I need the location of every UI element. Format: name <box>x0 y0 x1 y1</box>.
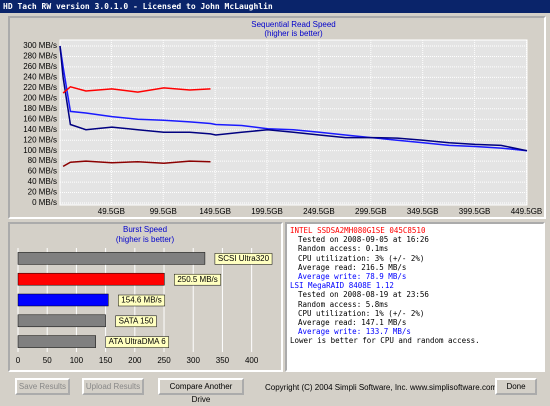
y-tick-label: 0 MB/s <box>32 198 57 207</box>
x-tick-label: 399.5GB <box>459 207 491 216</box>
y-tick-label: 120 MB/s <box>23 135 57 144</box>
info-panel: INTEL SSDSA2MH080G1SE 045C8510 Tested on … <box>285 222 545 372</box>
bar <box>17 335 96 348</box>
drive-stat: CPU utilization: 1% (+/- 2%) <box>298 308 425 318</box>
drive-stat: Random access: 0.1ms <box>298 244 389 254</box>
x-tick-label: 100 <box>70 356 84 365</box>
y-tick-label: 240 MB/s <box>23 73 57 82</box>
drive-stat: Average write: 78.9 MB/s <box>298 272 407 282</box>
copyright: Copyright (C) 2004 Simpli Software, Inc.… <box>265 383 498 392</box>
bar-label: SATA 150 <box>119 316 154 325</box>
x-tick-label: 0 <box>16 356 21 365</box>
chart-subtitle: (higher is better) <box>264 29 323 38</box>
y-tick-label: 200 MB/s <box>23 93 57 102</box>
info-footer: Lower is better for CPU and random acces… <box>290 336 480 346</box>
x-tick-label: 449.5GB <box>511 207 543 216</box>
bar <box>17 293 109 307</box>
drive-stat: Tested on 2008-09-05 at 16:26 <box>298 235 429 245</box>
drive-name: LSI MegaRAID 8408E 1.12 <box>290 281 394 291</box>
bar <box>17 252 206 265</box>
bar-label-box <box>118 294 166 307</box>
x-tick-label: 199.5GB <box>251 207 283 216</box>
window-title: HD Tach RW version 3.0.1.0 - Licensed to… <box>0 0 550 13</box>
bar-label: 154.6 MB/s <box>121 296 161 305</box>
x-tick-label: 149.5GB <box>199 207 231 216</box>
bar-label: SCSI Ultra320 <box>218 254 270 263</box>
x-tick-label: 349.5GB <box>407 207 439 216</box>
drive-stat: Average write: 133.7 MB/s <box>298 327 411 337</box>
compare-button[interactable]: Compare Another Drive <box>158 378 244 404</box>
x-tick-label: 249.5GB <box>303 207 335 216</box>
drive-name: INTEL SSDSA2MH080G1SE 045C8510 <box>290 226 426 235</box>
y-tick-label: 160 MB/s <box>23 114 57 123</box>
y-tick-label: 140 MB/s <box>23 125 57 134</box>
series-line <box>62 160 211 168</box>
drive-stat: CPU utilization: 3% (+/- 2%) <box>298 253 425 263</box>
bar-label: ATA UltraDMA 6 <box>109 337 167 346</box>
y-tick-label: 60 MB/s <box>28 167 57 176</box>
y-tick-label: 280 MB/s <box>23 52 57 61</box>
x-tick-label: 400 <box>245 356 259 365</box>
upload-button[interactable]: Upload Results <box>82 378 144 395</box>
y-tick-label: 40 MB/s <box>28 177 57 186</box>
drive-stat: Average read: 147.1 MB/s <box>298 318 407 328</box>
x-tick-label: 350 <box>216 356 230 365</box>
y-tick-label: 260 MB/s <box>23 62 57 71</box>
drive-stat: Random access: 5.8ms <box>298 299 389 309</box>
chart-title: Sequential Read Speed <box>251 20 336 29</box>
bar-label-box <box>115 315 157 328</box>
bar-label: 250.5 MB/s <box>177 275 217 284</box>
x-tick-label: 99.5GB <box>150 207 177 216</box>
chart-title: Burst Speed <box>123 225 167 234</box>
x-tick-label: 299.5GB <box>355 207 387 216</box>
x-tick-label: 200 <box>128 356 142 365</box>
y-tick-label: 100 MB/s <box>23 146 57 155</box>
plot-area <box>59 39 528 206</box>
x-tick-label: 50 <box>43 356 52 365</box>
bar <box>17 272 165 286</box>
drive-stat: Average read: 216.5 MB/s <box>298 262 407 272</box>
save-button[interactable]: Save Results <box>15 378 70 395</box>
x-tick-label: 300 <box>187 356 201 365</box>
x-tick-label: 150 <box>99 356 113 365</box>
chart-subtitle: (higher is better) <box>116 235 175 244</box>
x-tick-label: 250 <box>157 356 171 365</box>
bar-label-box <box>214 253 273 265</box>
drive-stat: Tested on 2008-08-19 at 23:56 <box>298 290 429 300</box>
done-button[interactable]: Done <box>495 378 537 395</box>
x-tick-label: 49.5GB <box>98 207 125 216</box>
series-line <box>62 85 211 94</box>
series-line <box>59 45 528 152</box>
y-tick-label: 180 MB/s <box>23 104 57 113</box>
y-tick-label: 220 MB/s <box>23 83 57 92</box>
y-tick-label: 300 MB/s <box>23 41 57 50</box>
bar-label-box <box>174 273 222 286</box>
y-tick-label: 20 MB/s <box>28 188 57 197</box>
bar-label-box <box>105 336 169 348</box>
series-line <box>59 45 528 152</box>
y-tick-label: 80 MB/s <box>28 156 57 165</box>
bar <box>17 314 106 328</box>
